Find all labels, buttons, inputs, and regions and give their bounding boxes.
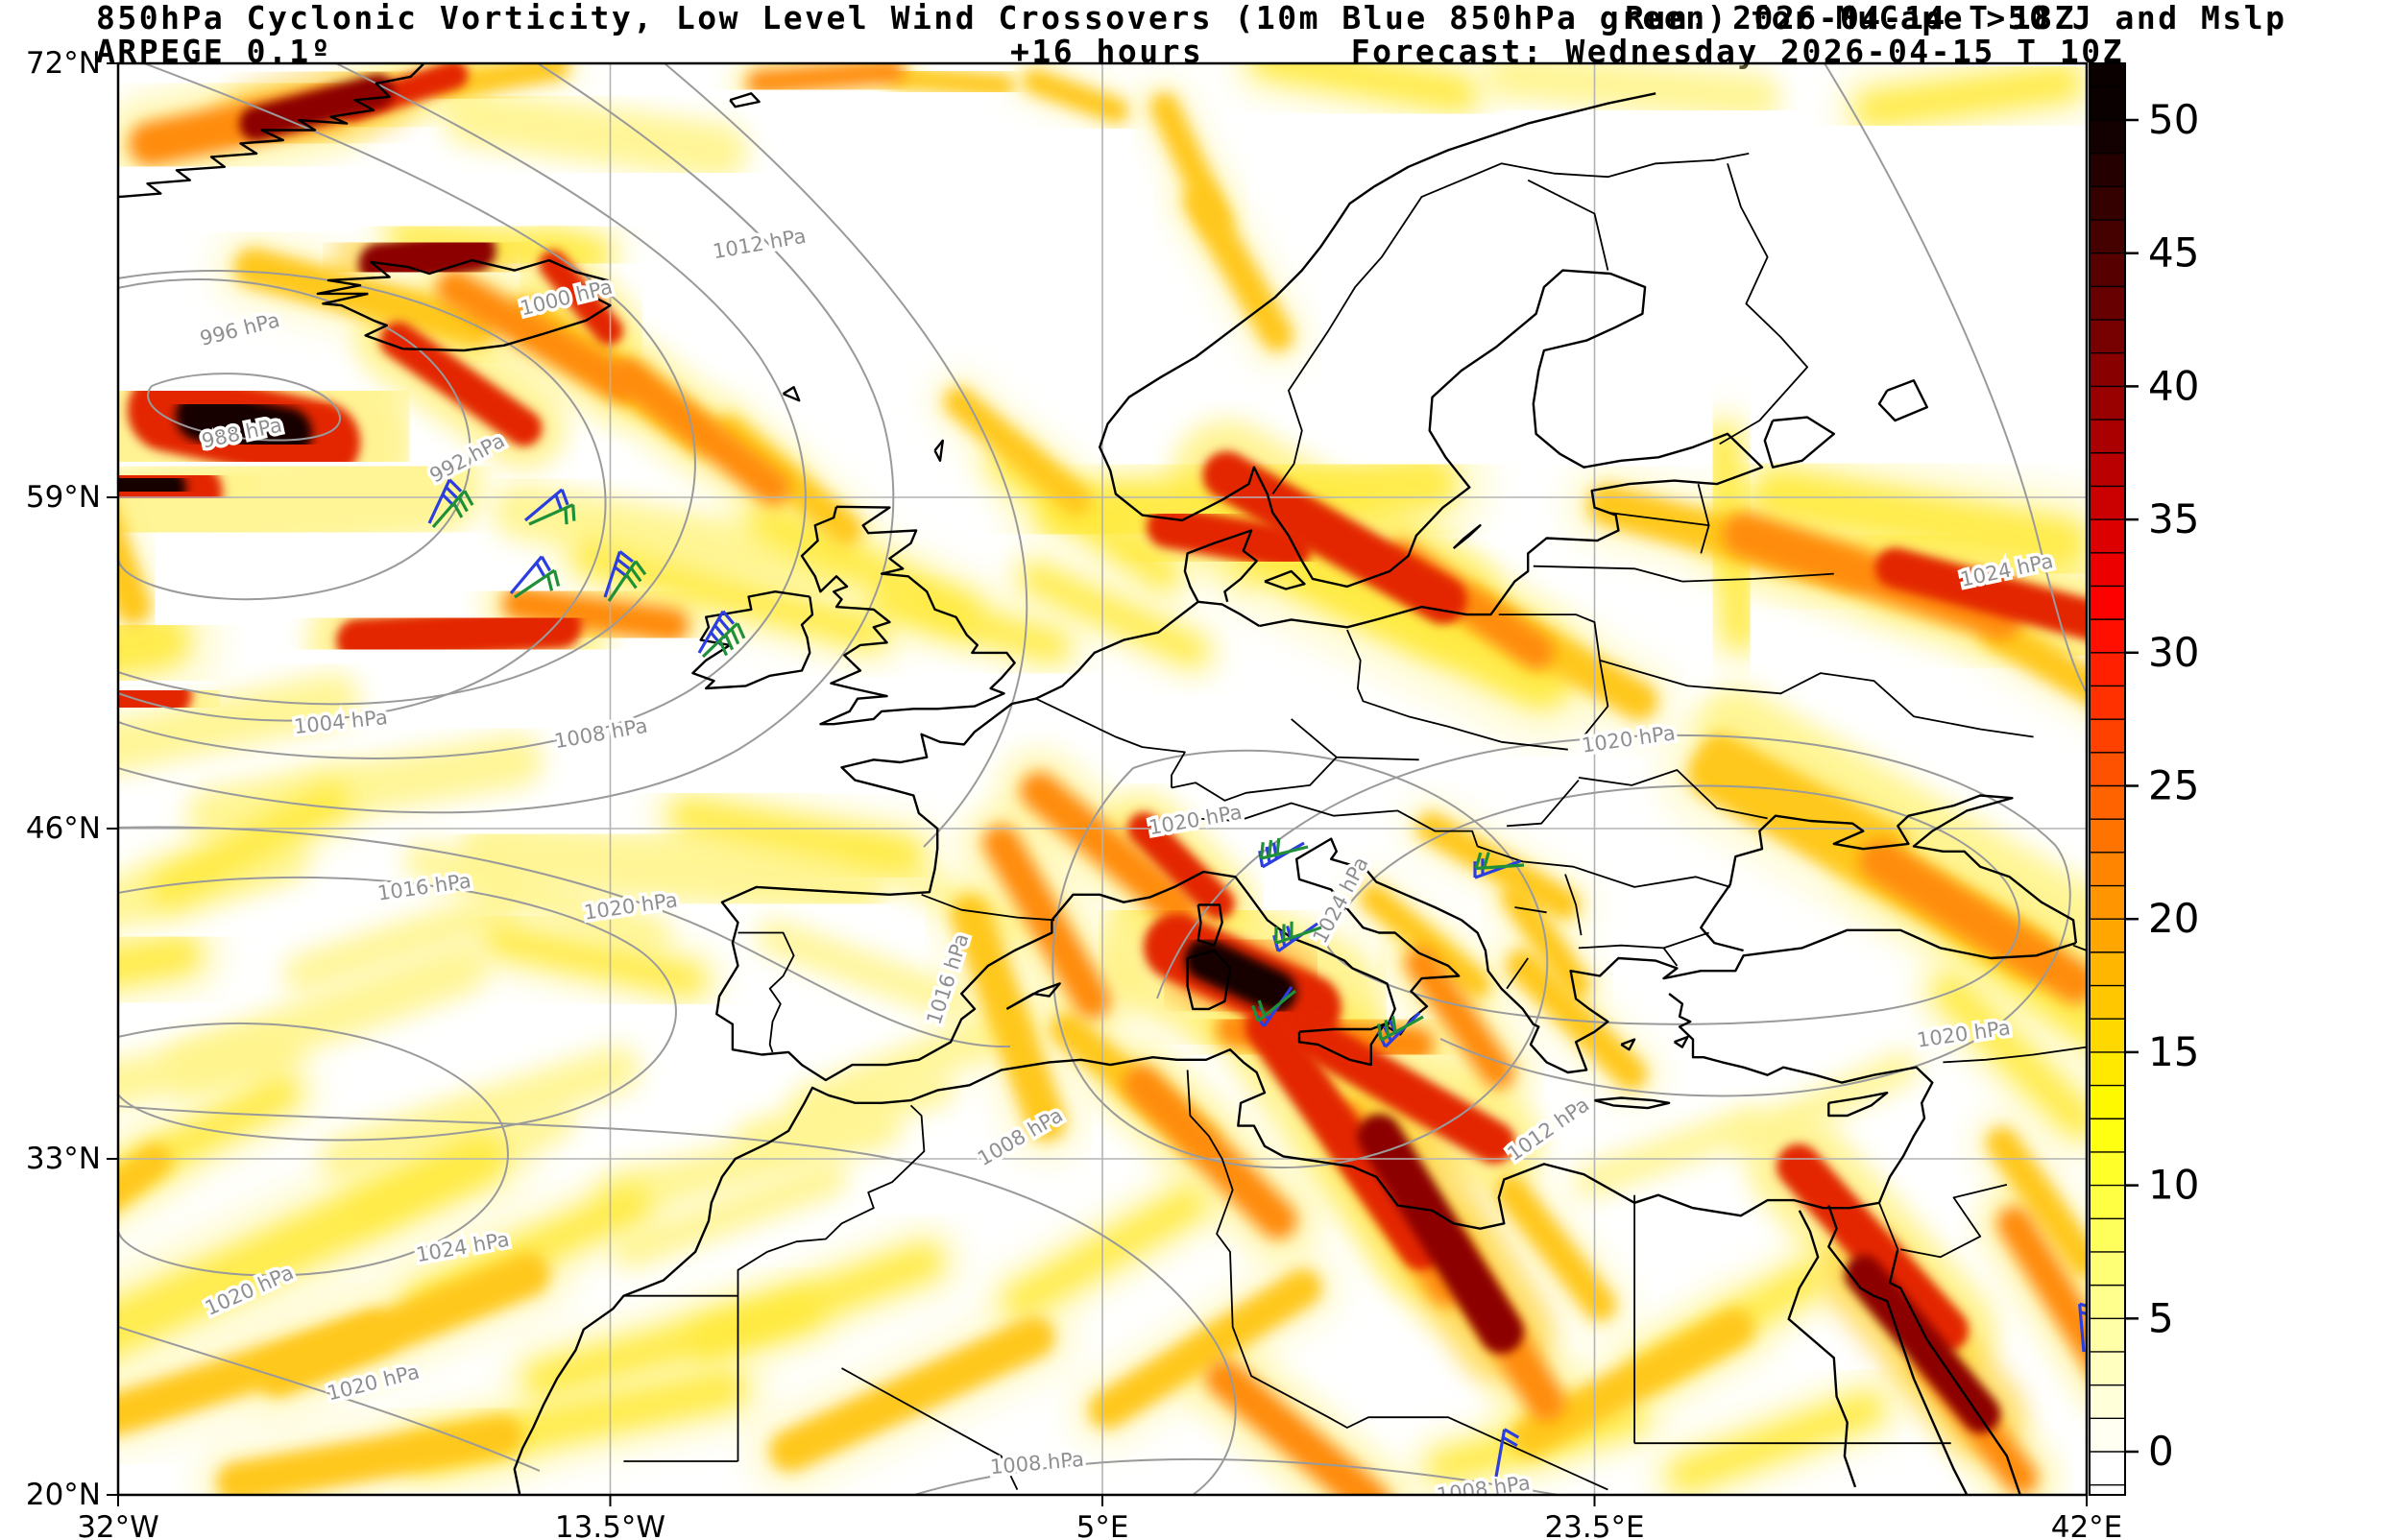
colorbar-tick-label: 20 — [2148, 895, 2199, 942]
wind-barb-icon — [1251, 989, 1297, 1023]
colorbar-tick-label: 30 — [2148, 629, 2199, 676]
wind-barb-icon — [1474, 852, 1525, 871]
wind-barb-icon — [1259, 837, 1309, 860]
wind-barb-icon — [431, 490, 474, 529]
coastlines — [118, 63, 2087, 1495]
x-tick-label: 13.5°W — [555, 1510, 665, 1540]
colorbar-tick-label: 25 — [2148, 762, 2199, 809]
wind-barb-icon — [509, 555, 552, 595]
wind-barb-icon — [1274, 921, 1322, 945]
wind-barb-icon — [523, 488, 569, 522]
colorbar-tick-label: 15 — [2148, 1028, 2199, 1075]
wind-barb-icon — [1377, 1015, 1424, 1042]
colorbar: 0 5 10 15 20 25 30 35 40 45 50 — [2089, 62, 2199, 1496]
page-title: 850hPa Cyclonic Vorticity, Low Level Win… — [96, 0, 2287, 36]
x-tick-label: 23.5°E — [1544, 1510, 1644, 1540]
x-tick-label: 5°E — [1076, 1510, 1129, 1540]
wind-barb-icon — [514, 568, 561, 599]
colorbar-tick-label: 5 — [2148, 1294, 2174, 1341]
isobar-contours — [118, 63, 2087, 1495]
y-tick-label: 72°N — [26, 46, 101, 81]
x-tick-label: 42°E — [2051, 1510, 2123, 1540]
y-tick-label: 46°N — [26, 811, 101, 846]
isobar-label: 1008 hPa — [989, 1448, 1085, 1479]
graticule — [118, 63, 2087, 1495]
run-timestamp-label: Run: 2026-04-14 T 18Z — [1625, 0, 2076, 36]
colorbar-tick-label: 0 — [2148, 1428, 2174, 1475]
isobar-label: 1008 hPa — [552, 714, 649, 754]
x-tick-label: 32°W — [77, 1510, 159, 1540]
colorbar-tick-label: 40 — [2148, 362, 2199, 409]
wind-barb-icon — [2078, 1302, 2087, 1353]
y-tick-label: 33°N — [26, 1142, 101, 1176]
colorbar-tick-label: 10 — [2148, 1162, 2199, 1209]
y-tick-label: 20°N — [26, 1478, 101, 1512]
isobar-label: 1012 hPa — [711, 225, 808, 264]
vorticity-layer — [118, 63, 2087, 1495]
colorbar-tick-label: 50 — [2148, 96, 2199, 143]
isobar-label: 1016 hPa — [376, 869, 472, 904]
wind-barb-icon — [607, 560, 647, 602]
wind-barb-icon — [528, 503, 576, 526]
wind-barbs — [427, 478, 2087, 1478]
colorbar-tick-label: 45 — [2148, 229, 2199, 277]
colorbar-tick-label: 35 — [2148, 495, 2199, 542]
wind-barb-icon — [1494, 1428, 1520, 1478]
y-tick-label: 59°N — [26, 480, 101, 515]
wind-barb-icon — [701, 622, 746, 659]
axis-labels: 32°W 13.5°W 5°E 23.5°E 42°E 72°N 59°N 46°N 33°N 2… — [26, 46, 2122, 1540]
